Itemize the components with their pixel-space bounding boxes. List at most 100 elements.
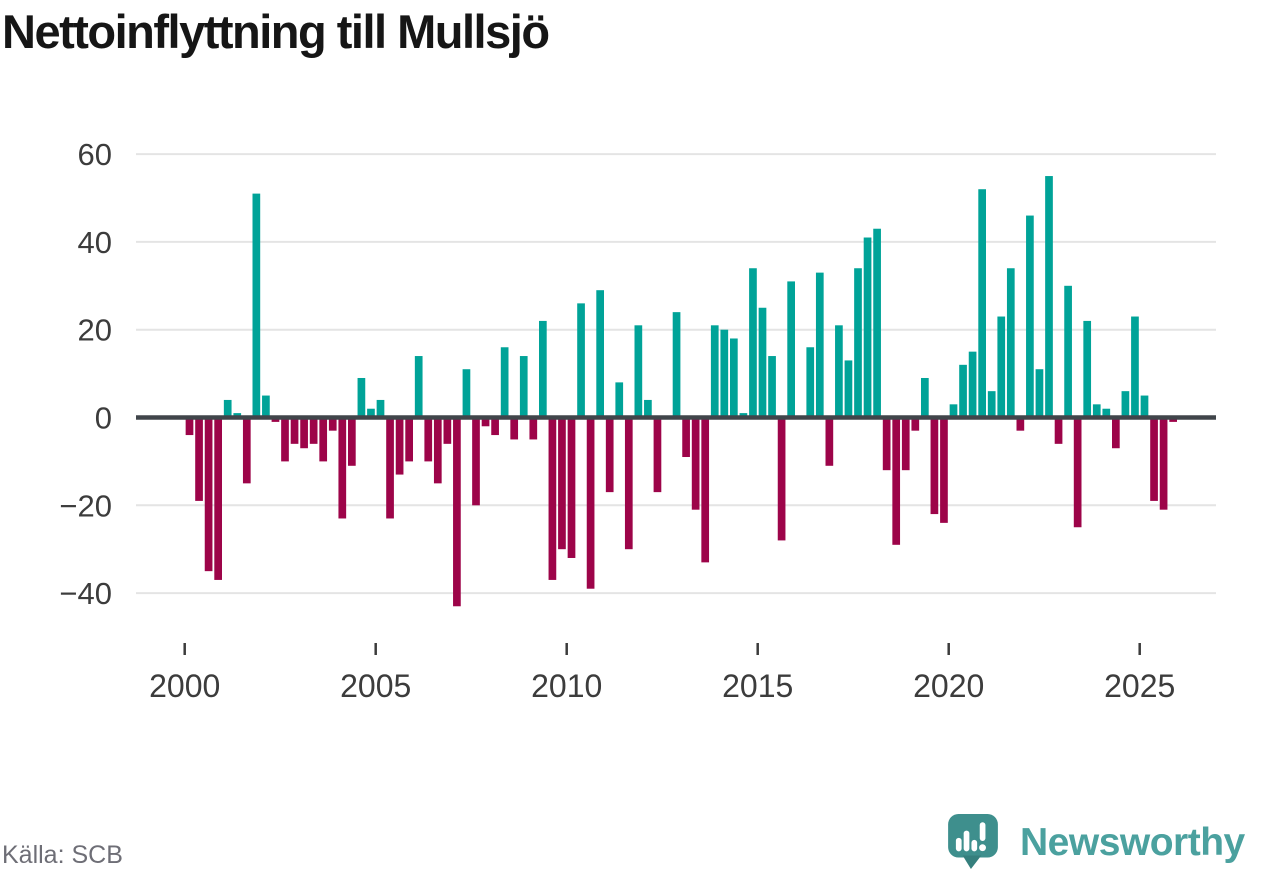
y-axis-label: 60 bbox=[78, 137, 112, 172]
x-axis-label: 2005 bbox=[340, 668, 411, 704]
bar-2008-q4 bbox=[519, 356, 528, 418]
page-title: Nettoinflyttning till Mullsjö bbox=[2, 5, 550, 58]
brand-wordmark: Newsworthy bbox=[1020, 821, 1245, 864]
bar-2011-q2 bbox=[615, 382, 624, 418]
bar-2005-q1 bbox=[376, 399, 385, 418]
bar-2006-q4 bbox=[443, 417, 452, 444]
bar-2022-q2 bbox=[1035, 369, 1044, 418]
bar-2021-q1 bbox=[987, 391, 996, 418]
bar-2011-q1 bbox=[605, 417, 614, 493]
source-label: Källa: SCB bbox=[2, 841, 123, 869]
bar-2022-q1 bbox=[1026, 215, 1034, 418]
bar-2002-q4 bbox=[290, 417, 299, 444]
logo-bar-1 bbox=[955, 837, 962, 852]
y-axis-label: 20 bbox=[78, 313, 112, 348]
bar-2006-q3 bbox=[433, 417, 442, 484]
bar-2000-q1 bbox=[185, 417, 194, 436]
bar-2019-q4 bbox=[940, 417, 948, 523]
newsworthy-logo-icon bbox=[948, 814, 998, 869]
bar-2004-q2 bbox=[348, 417, 356, 466]
bar-2003-q4 bbox=[328, 417, 337, 431]
bar-2019-q3 bbox=[930, 417, 939, 515]
bar-2009-q2 bbox=[539, 320, 547, 418]
bar-2016-q3 bbox=[815, 272, 824, 418]
bar-2011-q3 bbox=[624, 417, 633, 550]
bar-2005-q4 bbox=[405, 417, 413, 462]
bar-2001-q1 bbox=[223, 399, 232, 418]
bar-2019-q1 bbox=[911, 417, 920, 431]
logo-exclamation-dot bbox=[979, 844, 986, 852]
bar-chart: 60 40 20 0 −20 −40 2000 2005 2010 2015 2020 2025 bbox=[59, 137, 1216, 704]
bar-2015-q1 bbox=[758, 307, 767, 418]
bar-2015-q4 bbox=[787, 281, 795, 418]
bar-2005-q2 bbox=[386, 417, 394, 519]
bar-2000-q4 bbox=[214, 417, 222, 580]
bar-2020-q4 bbox=[978, 189, 986, 418]
bar-2017-q1 bbox=[835, 325, 843, 418]
logo-bar-2 bbox=[963, 830, 970, 852]
bar-2018-q2 bbox=[882, 417, 891, 471]
x-axis-label: 2015 bbox=[722, 668, 793, 704]
x-axis-label: 2010 bbox=[531, 668, 602, 704]
bar-2010-q1 bbox=[567, 417, 576, 558]
logo-exclamation-stem bbox=[979, 822, 986, 841]
bar-2012-q4 bbox=[672, 312, 681, 418]
bar-2018-q1 bbox=[873, 228, 881, 418]
bar-2015-q2 bbox=[768, 356, 776, 418]
bar-2021-q4 bbox=[1016, 417, 1025, 431]
bar-2014-q2 bbox=[730, 338, 738, 418]
x-axis-label: 2020 bbox=[913, 668, 984, 704]
bar-2014-q1 bbox=[720, 329, 729, 418]
bar-2014-q4 bbox=[749, 268, 757, 418]
bar-2003-q2 bbox=[309, 417, 318, 444]
bar-2003-q1 bbox=[300, 417, 308, 449]
bar-2024-q2 bbox=[1112, 417, 1120, 449]
bar-2021-q2 bbox=[997, 316, 1006, 418]
bar-2002-q1 bbox=[262, 395, 270, 418]
logo-bar-3 bbox=[971, 839, 978, 852]
bar-2010-q4 bbox=[596, 290, 604, 418]
bar-2010-q2 bbox=[577, 303, 585, 418]
bar-2009-q4 bbox=[558, 417, 566, 550]
bar-2007-q3 bbox=[472, 417, 480, 506]
bar-2024-q4 bbox=[1131, 316, 1139, 418]
bar-2023-q2 bbox=[1073, 417, 1082, 528]
bar-2016-q4 bbox=[825, 417, 834, 466]
bar-2025-q2 bbox=[1150, 417, 1158, 501]
bar-2015-q3 bbox=[777, 417, 786, 541]
bar-2011-q4 bbox=[634, 325, 643, 418]
bar-2019-q2 bbox=[921, 377, 929, 418]
bar-2017-q4 bbox=[863, 237, 872, 418]
bar-2000-q2 bbox=[195, 417, 203, 501]
bar-2023-q1 bbox=[1064, 285, 1072, 418]
bar-2013-q4 bbox=[710, 325, 719, 418]
brand-footer: Newsworthy bbox=[948, 814, 1262, 874]
bar-2022-q3 bbox=[1045, 176, 1053, 418]
bar-2018-q3 bbox=[892, 417, 901, 545]
bar-2007-q2 bbox=[462, 369, 471, 418]
bar-2010-q3 bbox=[586, 417, 595, 589]
bar-2007-q1 bbox=[453, 417, 461, 607]
bar-2001-q3 bbox=[242, 417, 251, 484]
bar-2020-q2 bbox=[959, 364, 967, 418]
bar-2002-q3 bbox=[281, 417, 289, 462]
bar-2016-q2 bbox=[806, 347, 815, 418]
bar-2004-q3 bbox=[357, 377, 366, 418]
bar-2009-q1 bbox=[529, 417, 538, 440]
bar-2025-q1 bbox=[1140, 395, 1149, 418]
x-axis-label: 2025 bbox=[1104, 668, 1175, 704]
bar-2021-q3 bbox=[1006, 268, 1015, 418]
bar-2012-q1 bbox=[644, 399, 652, 418]
bar-2024-q3 bbox=[1121, 391, 1130, 418]
bar-2006-q2 bbox=[424, 417, 433, 462]
bar-2006-q1 bbox=[414, 356, 423, 418]
bar-2000-q3 bbox=[204, 417, 213, 572]
bar-2007-q4 bbox=[481, 417, 490, 427]
bar-2020-q3 bbox=[968, 351, 977, 418]
bar-2012-q2 bbox=[653, 417, 662, 493]
bar-2004-q1 bbox=[338, 417, 347, 519]
bar-2008-q1 bbox=[491, 417, 499, 436]
y-axis-label: 0 bbox=[95, 401, 112, 436]
bar-2018-q4 bbox=[901, 417, 910, 471]
